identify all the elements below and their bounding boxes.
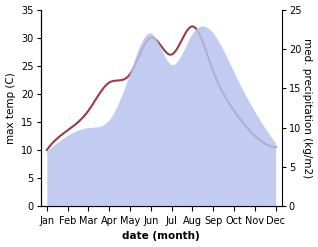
Y-axis label: max temp (C): max temp (C)	[5, 72, 16, 144]
Y-axis label: med. precipitation (kg/m2): med. precipitation (kg/m2)	[302, 38, 313, 178]
X-axis label: date (month): date (month)	[122, 231, 200, 242]
